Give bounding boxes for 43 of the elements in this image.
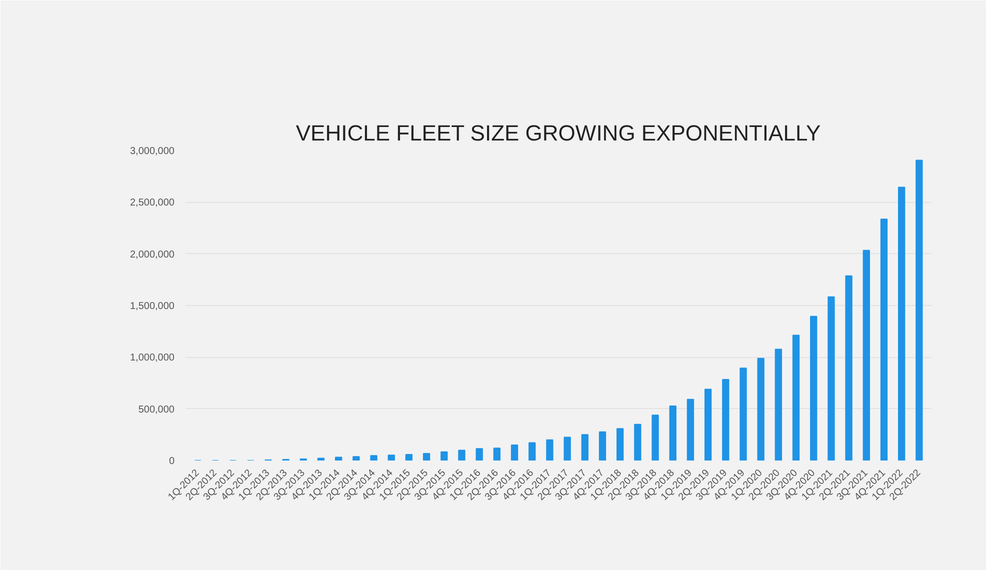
bar [916, 160, 923, 460]
bar [722, 378, 730, 460]
bar [704, 388, 712, 460]
bar [792, 334, 800, 460]
bar [634, 424, 642, 460]
bar [440, 451, 448, 460]
bar [564, 436, 571, 460]
bar [510, 444, 518, 460]
bar [546, 439, 554, 460]
bar [598, 431, 606, 460]
bar [669, 405, 676, 460]
bar [898, 186, 906, 460]
bar [388, 454, 395, 460]
y-tick-label: 500,000 [138, 404, 175, 416]
y-tick-label: 3,000,000 [130, 146, 175, 157]
bar [581, 434, 588, 460]
bar [774, 348, 782, 460]
bar [528, 442, 536, 460]
bar [476, 448, 483, 460]
bar [757, 358, 764, 460]
bar [352, 456, 360, 460]
bar [405, 454, 413, 460]
y-tick-label: 2,500,000 [130, 198, 175, 209]
bar [810, 316, 818, 460]
bar [370, 455, 378, 460]
bar [334, 456, 342, 460]
y-tick-label: 0 [168, 456, 175, 467]
y-tick-label: 1,000,000 [130, 352, 175, 364]
bar [880, 218, 888, 460]
bar [317, 458, 325, 460]
y-tick-label: 1,500,000 [130, 301, 175, 312]
bar [422, 452, 430, 460]
bar [616, 428, 624, 460]
bar [493, 448, 500, 460]
chart-title: VEHICLE FLEET SIZE GROWING EXPONENTIALLY [296, 120, 822, 146]
bar [652, 414, 659, 460]
bar [458, 450, 466, 460]
bar [862, 250, 870, 460]
bar [845, 275, 852, 460]
y-tick-label: 2,000,000 [130, 249, 175, 260]
bar [686, 398, 694, 460]
bar [740, 368, 747, 460]
bar [828, 296, 835, 460]
